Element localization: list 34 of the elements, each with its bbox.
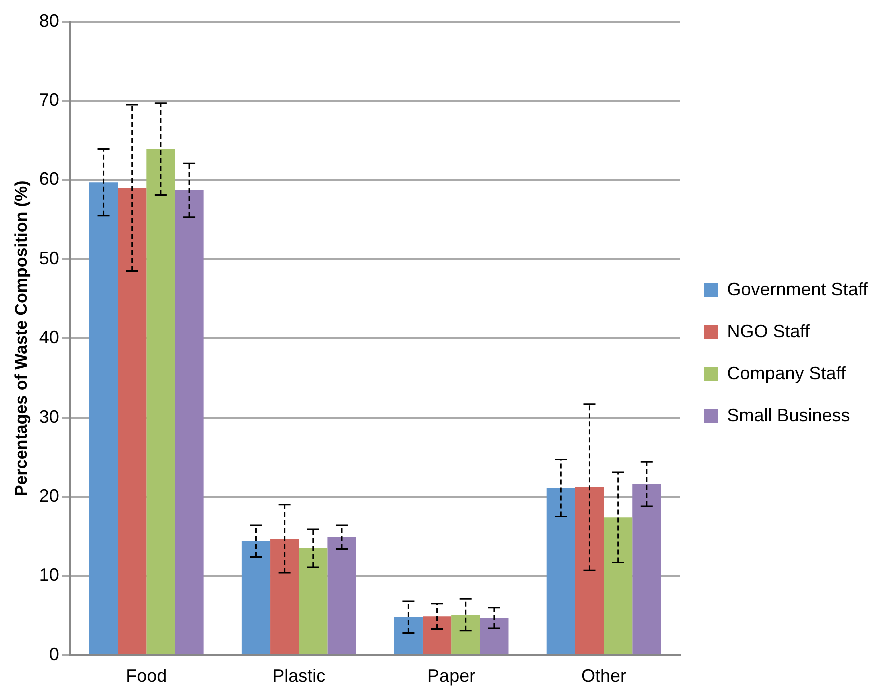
bar bbox=[546, 488, 576, 654]
legend-label: Company Staff bbox=[727, 363, 847, 384]
y-tick-label: 70 bbox=[39, 90, 60, 110]
x-tick-label: Food bbox=[126, 666, 168, 686]
y-tick-label: 20 bbox=[39, 486, 60, 506]
bar bbox=[632, 484, 662, 654]
legend-label: Small Business bbox=[727, 405, 850, 426]
bar bbox=[575, 487, 604, 654]
bar bbox=[480, 618, 509, 654]
bar bbox=[175, 190, 204, 654]
y-tick-label: 0 bbox=[49, 644, 60, 664]
bar bbox=[422, 616, 452, 654]
legend-label: NGO Staff bbox=[727, 321, 811, 342]
y-tick-label: 40 bbox=[39, 328, 60, 348]
bar bbox=[604, 518, 633, 654]
y-tick-label: 30 bbox=[39, 406, 60, 427]
bar bbox=[394, 617, 423, 654]
legend-label: Government Staff bbox=[727, 279, 869, 300]
y-tick-label: 80 bbox=[39, 10, 60, 31]
x-tick-label: Other bbox=[582, 666, 627, 686]
bar bbox=[118, 188, 147, 654]
y-tick-label: 50 bbox=[39, 248, 60, 268]
bar bbox=[146, 149, 176, 654]
y-tick-label: 60 bbox=[39, 169, 60, 190]
x-tick-label: Plastic bbox=[272, 666, 326, 686]
y-tick-label: 10 bbox=[39, 565, 60, 586]
bar bbox=[242, 541, 271, 654]
bar bbox=[328, 537, 356, 654]
bar bbox=[452, 615, 480, 654]
bar bbox=[270, 538, 300, 654]
x-tick-label: Paper bbox=[428, 666, 476, 686]
bar bbox=[89, 182, 118, 654]
y-axis-title: Percentages of Waste Composition (%) bbox=[12, 180, 31, 497]
bar bbox=[299, 548, 328, 654]
